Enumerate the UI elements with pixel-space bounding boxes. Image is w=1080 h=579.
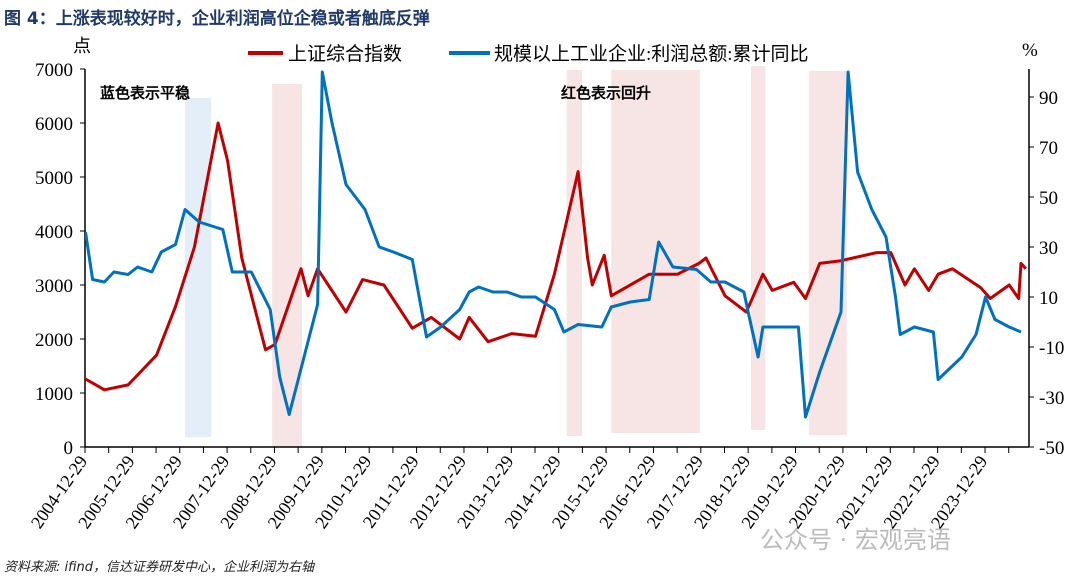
watermark: 公众号 · 宏观亮语 — [760, 526, 951, 554]
left-tick-label: 6000 — [35, 114, 73, 135]
left-tick-label: 4000 — [35, 222, 73, 243]
legend-label-index: 上证综合指数 — [288, 43, 402, 65]
red-band — [566, 70, 582, 436]
left-tick-label: 0 — [64, 438, 74, 459]
right-tick-label: -10 — [1039, 338, 1064, 359]
profit-series-line — [85, 70, 1022, 419]
left-tick-label: 1000 — [35, 384, 73, 405]
left-tick-label: 7000 — [35, 60, 73, 81]
right-tick-label: 10 — [1039, 288, 1058, 309]
left-tick-label: 5000 — [35, 168, 73, 189]
figure-title: 图 4：上涨表现较好时，企业利润高位企稳或者触底反弹 — [4, 9, 430, 29]
right-tick-label: 90 — [1039, 88, 1058, 109]
right-tick-label: 30 — [1039, 238, 1058, 259]
right-tick-label: -30 — [1039, 388, 1064, 409]
right-tick-label: -50 — [1039, 438, 1064, 459]
left-axis-unit: 点 — [73, 36, 91, 56]
right-tick-label: 70 — [1039, 138, 1058, 159]
index-series-line — [85, 121, 1027, 392]
legend-label-profit: 规模以上工业企业:利润总额:累计同比 — [494, 43, 809, 65]
red-band — [272, 84, 302, 447]
red-band — [611, 70, 700, 433]
left-tick-label: 3000 — [35, 276, 73, 297]
annotation-blue: 蓝色表示平稳 — [100, 84, 190, 102]
red-band — [751, 66, 766, 430]
red-band — [808, 71, 847, 435]
annotation-red: 红色表示回升 — [561, 84, 651, 102]
right-axis-unit: % — [1022, 40, 1038, 61]
source-note: 资料来源: ifind，信达证券研发中心，企业利润为右轴 — [4, 560, 315, 575]
right-tick-label: 50 — [1039, 188, 1058, 209]
left-tick-label: 2000 — [35, 330, 73, 351]
